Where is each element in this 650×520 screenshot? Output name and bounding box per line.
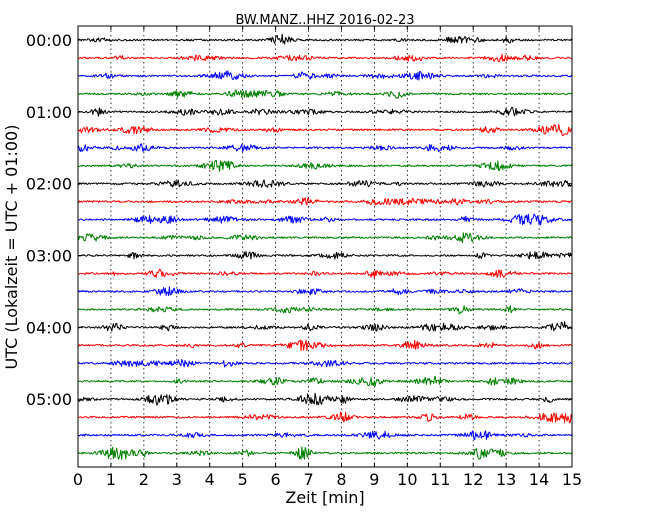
trace-line <box>77 70 573 81</box>
trace-line <box>77 179 573 188</box>
trace-line <box>77 89 573 99</box>
plot-frame <box>77 25 573 468</box>
trace-line <box>78 411 573 424</box>
tick-marks <box>77 26 573 467</box>
chart-title: BW.MANZ..HHZ 2016-02-23 <box>235 13 414 28</box>
trace-line <box>77 339 573 352</box>
trace-line <box>77 123 573 137</box>
trace-line <box>77 159 573 172</box>
x-tick-label: 8 <box>336 470 346 489</box>
x-tick-label: 6 <box>271 470 281 489</box>
x-tick-label: 3 <box>172 470 182 489</box>
trace-line <box>77 286 573 297</box>
trace-line <box>77 213 573 226</box>
trace-line <box>77 33 573 45</box>
x-tick-label: 11 <box>430 470 450 489</box>
x-tick-labels: 0 1 2 3 4 5 6 7 8 9 10 11 12 13 14 15 <box>73 470 582 489</box>
y-tick-label: 02:00 <box>26 175 72 194</box>
y-tick-label: 05:00 <box>26 390 72 409</box>
x-tick-label: 15 <box>562 470 582 489</box>
y-tick-label: 04:00 <box>26 318 72 337</box>
x-tick-label: 10 <box>397 470 417 489</box>
trace-line <box>77 53 573 63</box>
trace-group <box>77 33 573 460</box>
x-tick-label: 0 <box>73 470 83 489</box>
x-axis-label: Zeit [min] <box>285 488 364 507</box>
y-axis-label: UTC (Lokalzeit = UTC + 01:00) <box>2 125 21 370</box>
y-tick-label: 03:00 <box>26 247 72 266</box>
trace-line <box>77 106 573 117</box>
x-tick-label: 5 <box>238 470 248 489</box>
trace-line <box>77 446 573 460</box>
trace-line <box>77 143 572 153</box>
trace-line <box>77 232 573 244</box>
trace-line <box>77 376 573 387</box>
grid <box>110 26 540 467</box>
y-tick-labels: 00:00 01:00 02:00 03:00 04:00 05:00 <box>26 31 72 409</box>
x-tick-label: 12 <box>463 470 483 489</box>
x-tick-label: 1 <box>106 470 116 489</box>
trace-line <box>77 268 573 279</box>
x-tick-label: 4 <box>205 470 215 489</box>
trace-line <box>77 251 573 260</box>
trace-line <box>77 430 573 441</box>
trace-line <box>77 321 573 332</box>
trace-line <box>77 197 573 206</box>
y-tick-label: 00:00 <box>26 31 72 50</box>
x-tick-label: 13 <box>496 470 516 489</box>
y-tick-label: 01:00 <box>26 103 72 122</box>
x-tick-label: 14 <box>529 470 549 489</box>
x-tick-label: 7 <box>303 470 313 489</box>
x-tick-label: 9 <box>369 470 379 489</box>
trace-line <box>77 392 573 406</box>
trace-line <box>77 305 573 315</box>
x-tick-label: 2 <box>139 470 149 489</box>
trace-line <box>77 359 573 368</box>
